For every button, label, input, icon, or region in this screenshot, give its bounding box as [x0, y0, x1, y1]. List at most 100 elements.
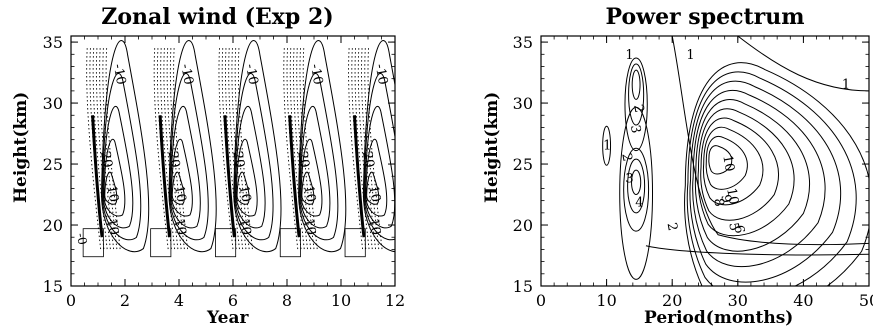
left-contour-label: 10: [236, 217, 254, 236]
right-panel-title: Power spectrum: [605, 4, 805, 30]
left-positive-contour: [170, 105, 201, 229]
right-secondary-peak-contour: [627, 158, 646, 214]
right-main-peak-contour: [692, 89, 826, 268]
left-positive-contour: [235, 138, 258, 217]
left-negative-contour: [351, 48, 367, 250]
left-contour-plot: -10 -20 10 10 -10 -20 10 10 -10 -20 10 10 -10 -20 10 10…: [43, 33, 406, 310]
right-contour-label: 1: [842, 77, 850, 92]
left-negative-contour: [163, 48, 179, 250]
right-plot-frame: [540, 35, 870, 287]
left-positive-contour: [300, 138, 323, 217]
right-contour-label: 10: [719, 154, 737, 173]
right-contour-plot: 111232341089105621010203040501520253035: [513, 33, 873, 310]
right-xlabel: Period(months): [644, 308, 794, 328]
left-cycle-1: -10 -20 10 10: [82, 40, 150, 258]
left-xtick-label: 0: [66, 291, 76, 310]
right-xtick-label: 30: [728, 291, 748, 310]
left-negative-contour: [234, 48, 250, 250]
right-secondary-peak-contour: [619, 106, 654, 280]
left-negative-contour: [364, 48, 380, 250]
left-shear-line: [91, 115, 104, 238]
left-contour-label: -20: [164, 146, 182, 169]
left-negative-contour: [367, 48, 383, 250]
left-cycle-box: [150, 228, 172, 258]
right-main-peak-contour: [700, 117, 779, 221]
left-xlabel: Year: [207, 308, 249, 328]
right-outer-contour: [671, 36, 869, 246]
left-negative-contour: [105, 48, 121, 250]
left-positive-contour: [104, 171, 118, 205]
left-negative-contour: [361, 48, 377, 250]
left-negative-contour: [231, 48, 247, 250]
right-contour-label: 1: [625, 48, 633, 63]
left-shear-line: [353, 115, 366, 238]
left-positive-contour: [169, 73, 209, 241]
left-contour-label: -20: [358, 146, 376, 169]
left-negative-contour: [289, 48, 305, 250]
left-positive-contour: [363, 73, 395, 241]
left-cycle-2: -10 -20 10 10: [150, 40, 217, 258]
left-negative-contour: [169, 48, 185, 250]
left-positive-contour: [101, 73, 142, 241]
left-positive-contour: [236, 171, 250, 205]
right-contour-label: 4: [635, 196, 643, 211]
left-cycle-4: -10 -20 10 10: [279, 40, 347, 258]
right-ytick-label: 25: [513, 155, 533, 174]
left-shear-line: [288, 115, 301, 238]
left-contour-label: -10: [110, 63, 128, 86]
right-main-peak-contour: [686, 71, 857, 286]
left-negative-contour: [86, 48, 102, 250]
left-negative-contour: [221, 48, 237, 250]
left-contour-label: 10: [301, 217, 319, 236]
right-main-peak-contour: [694, 99, 811, 252]
right-ytick-label: 35: [513, 33, 533, 52]
right-contour-label: 8: [710, 197, 726, 208]
left-negative-contour: [237, 48, 253, 250]
left-negative-contour: [283, 48, 299, 250]
left-positive-contour: [101, 40, 150, 253]
left-cycle-box: [82, 228, 104, 258]
left-ytick-label: 20: [43, 216, 63, 235]
left-positive-contour: [299, 105, 331, 229]
left-negative-contour: [173, 48, 189, 250]
left-negative-contour: [302, 48, 318, 250]
right-contour-label: 5: [725, 221, 741, 232]
left-positive-contour: [366, 171, 380, 205]
left-contour-label: -20: [229, 146, 247, 169]
left-contour-label: -10: [372, 63, 390, 86]
left-contours: -10 -20 10 10 -10 -20 10 10 -10 -20 10 10 -10 -20 10 10…: [74, 40, 395, 258]
right-xtick-label: 0: [536, 291, 546, 310]
right-main-peak-contour: [702, 126, 764, 206]
right-small-peak-contour: [602, 125, 612, 166]
left-positive-contour: [301, 171, 315, 205]
left-positive-contour: [364, 105, 395, 229]
left-contour-label: 10: [103, 217, 121, 236]
left-negative-contour: [286, 48, 302, 250]
right-lower-contour: [645, 245, 869, 256]
left-ytick-label: 25: [43, 155, 63, 174]
left-negative-contour: [225, 48, 240, 250]
right-contour-label: 2: [664, 221, 680, 232]
left-positive-contour: [102, 105, 134, 229]
left-xtick-label: 6: [228, 291, 238, 310]
left-negative-contour: [99, 48, 115, 250]
right-ytick-label: 20: [513, 216, 533, 235]
left-negative-contour: [92, 48, 108, 250]
left-cycle-box: [344, 228, 366, 258]
left-positive-contour: [234, 73, 274, 241]
left-positive-contour: [234, 105, 266, 229]
right-secondary-peak-contour: [631, 169, 642, 196]
right-xtick-label: 10: [596, 291, 616, 310]
left-positive-contour: [362, 40, 395, 253]
left-xtick-label: 4: [174, 291, 184, 310]
left-negative-contour: [218, 48, 234, 250]
left-positive-contour: [298, 40, 347, 253]
right-contour-label: 2: [630, 103, 646, 114]
left-positive-contour: [233, 40, 282, 253]
right-ytick-label: 30: [513, 94, 533, 113]
right-xtick-label: 50: [859, 291, 873, 310]
left-panel-title: Zonal wind (Exp 2): [101, 4, 334, 30]
left-shear-line: [158, 115, 172, 238]
left-ytick-label: 35: [43, 33, 63, 52]
